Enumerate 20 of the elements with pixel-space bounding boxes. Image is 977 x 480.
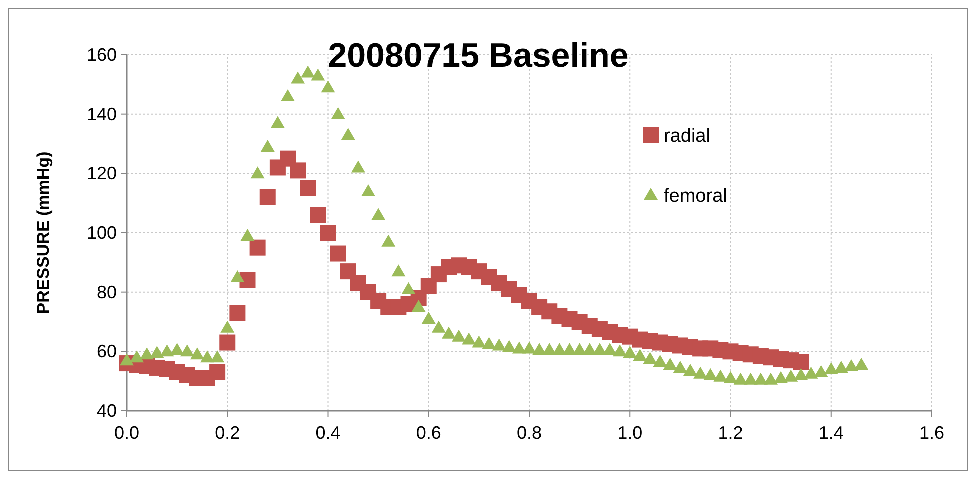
y-tick-label: 100 — [86, 223, 117, 243]
x-tick-label: 0.2 — [215, 423, 240, 443]
legend-label: femoral — [664, 186, 728, 207]
y-tick-label: 80 — [96, 282, 117, 302]
y-axis-title: PRESSURE (mmHg) — [34, 152, 53, 314]
x-tick-label: 0.0 — [114, 423, 140, 443]
chart-title: 20080715 Baseline — [328, 37, 629, 75]
y-tick-label: 120 — [86, 164, 117, 184]
y-tick-label: 40 — [96, 401, 117, 421]
legend-label: radial — [664, 126, 710, 147]
y-tick-label: 60 — [96, 342, 117, 362]
y-tick-label: 140 — [86, 104, 117, 124]
x-tick-label: 0.8 — [516, 423, 542, 443]
x-tick-label: 1.2 — [718, 423, 744, 443]
y-tick-label: 160 — [86, 45, 117, 65]
x-tick-label: 1.6 — [919, 423, 945, 443]
x-tick-label: 1.0 — [618, 423, 643, 443]
x-tick-label: 0.6 — [416, 423, 442, 443]
x-tick-label: 0.4 — [316, 423, 341, 443]
x-tick-label: 1.4 — [818, 423, 844, 443]
